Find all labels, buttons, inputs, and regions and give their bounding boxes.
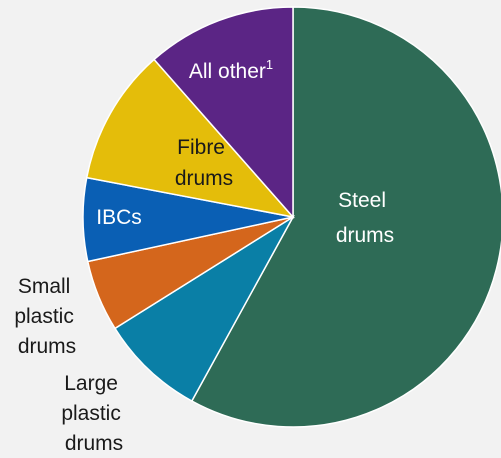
label-ibcs: IBCs xyxy=(96,206,142,229)
label-small-plastic-drums-line2: plastic xyxy=(14,305,74,328)
label-ibcs-line1: IBCs xyxy=(96,206,142,229)
label-small-plastic-drums: Small plastic drums xyxy=(14,275,79,358)
label-all-other-footnote: 1 xyxy=(266,57,273,72)
label-large-plastic-drums-line2: plastic xyxy=(61,402,121,425)
label-fibre-drums: Fibre drums xyxy=(175,136,233,190)
pie-slice-steel-drums xyxy=(190,6,501,428)
label-all-other: All other1 xyxy=(189,57,273,83)
label-large-plastic-drums-line1: Large xyxy=(64,372,118,395)
pie-slice-fibre-drums xyxy=(85,58,296,219)
label-steel-drums-line2: drums xyxy=(336,224,394,247)
label-small-plastic-drums-line1: Small xyxy=(18,275,71,298)
label-steel-drums: Steel drums xyxy=(336,189,394,247)
label-small-plastic-drums-line3: drums xyxy=(18,335,76,358)
pie-slice-large-plastic-drums xyxy=(113,214,296,403)
label-all-other-line1: All other xyxy=(189,60,266,83)
label-fibre-drums-line2: drums xyxy=(175,167,233,190)
label-steel-drums-line1: Steel xyxy=(338,189,386,212)
label-large-plastic-drums: Large plastic drums xyxy=(61,372,126,455)
pie-slice-all-other xyxy=(153,6,294,219)
label-fibre-drums-line1: Fibre xyxy=(177,136,225,159)
label-large-plastic-drums-line3: drums xyxy=(65,432,123,455)
